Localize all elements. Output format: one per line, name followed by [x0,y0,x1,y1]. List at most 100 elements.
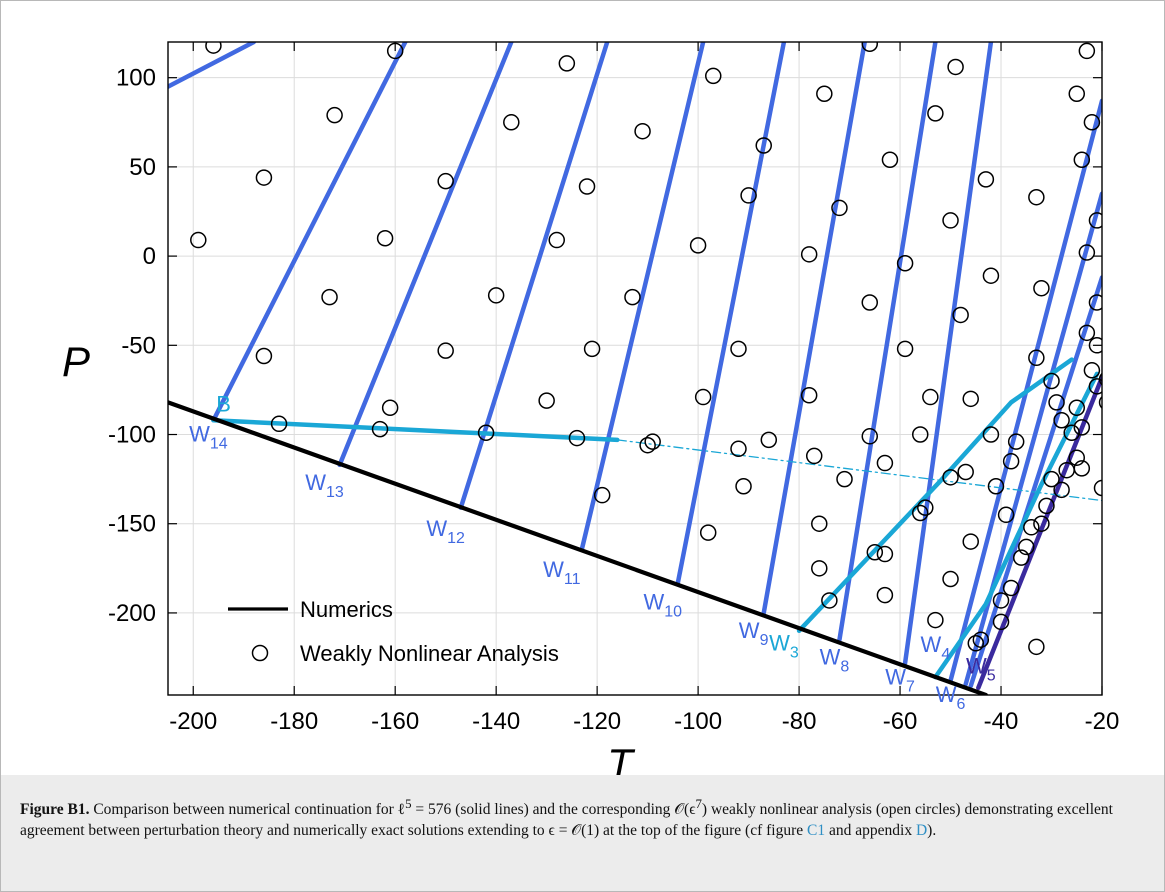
wna-circle [1083,114,1101,131]
caption-ref-appendix[interactable]: D [915,822,928,840]
wna-circle [1028,638,1045,656]
wna-circle [866,544,884,561]
wna-circle [326,106,343,124]
wna-circle [831,199,848,217]
wna-circle [205,42,222,54]
wna-circle [821,592,838,609]
wna-circle [942,570,959,588]
label-B: B [216,391,231,416]
wna-circle [381,399,399,417]
wna-circle [1088,294,1102,311]
wna-circle [1093,479,1102,497]
wna-circle [1068,449,1086,466]
x-tick-label: -120 [573,708,621,735]
wna-circle [927,611,944,629]
legend-wna-label: Weakly Nonlinear Analysis [300,641,559,666]
wna-circle [972,631,990,648]
chart: -200 -180 -160 -140 -120 -100 -80 -60 -40 -20 -200… [62,41,1120,780]
wna-circle [1028,188,1045,206]
wna-circle [987,478,1005,495]
wna-circle [477,424,495,441]
caption-text-3: ) weakly nonlinear analysis (open circle… [20,801,1113,840]
wna-circle [487,287,505,304]
wna-circle [634,122,651,140]
wna-circle [437,342,454,359]
wna-circle [962,533,979,550]
wna-circle [917,499,934,516]
legend-numerics-label: Numerics [300,597,393,622]
wna-circle [800,246,818,263]
wna-circle [982,426,1000,443]
wna-circle [876,545,894,563]
wna-circle [816,85,833,102]
y-tick-label: 50 [129,154,156,181]
caption-text-2: = 576 (solid lines) and the correspondin… [411,801,696,819]
caption-ref-figure[interactable]: C1 [807,822,826,840]
y-tick-label: -200 [108,600,156,627]
wna-circle [730,440,747,458]
wna-circle [962,390,979,408]
wna-circle [760,431,778,449]
wna-circle [922,388,939,406]
wna-circle [1105,340,1120,355]
x-tick-label: -80 [782,708,817,735]
wna-circle [755,137,772,154]
wna-circle [800,387,818,404]
numerics-boundary [168,400,988,695]
caption-label: Figure B1. [20,801,90,819]
wna-circle [1073,151,1091,169]
wna-circle [1012,549,1030,566]
plot-area [168,42,1120,695]
branch-W9 [761,42,867,616]
caption-text-5: ). [927,822,937,840]
wna-circle [876,586,894,604]
label-W8: W8 [820,645,850,676]
x-tick-label: -160 [371,708,419,735]
wna-circle [1033,279,1050,297]
caption-box [1,775,1164,891]
wna-circle [1018,538,1035,556]
wna-circle [992,613,1010,631]
caption-sup-1: 5 [405,796,412,811]
wna-circle [689,237,707,254]
y-tick-label: -50 [121,332,156,359]
wna-circle [1078,244,1096,261]
branch-WX [968,275,1102,689]
label-W9: W9 [739,618,769,649]
x-tick-label: -40 [984,708,1019,735]
wna-circle [911,426,929,443]
wna-circle [1068,85,1086,102]
label-W11: W11 [543,557,580,588]
y-tick-label: -150 [108,511,156,538]
wna-circle [583,340,601,358]
wna-circle [947,58,964,76]
branch-W7 [902,42,994,666]
label-W5: W5 [966,654,996,685]
wna-circle [911,504,929,522]
wna-circle [977,171,995,188]
wna-circle [1088,337,1102,354]
wna-circle [1002,453,1020,470]
wna-circle [644,433,661,450]
wna-circle [376,230,394,247]
legend: Numerics Weakly Nonlinear Analysis [228,597,559,666]
curve-B-dashed [616,439,1102,502]
wna-circle [876,454,894,472]
y-axis-label: P [62,338,90,385]
wna-circle [896,254,914,272]
y-tick-label: 0 [143,243,156,270]
branch-top [168,42,257,89]
wna-circle [861,428,879,445]
y-tick-label: -100 [108,422,156,449]
wna-circle [255,169,273,186]
wna-circle [952,306,969,324]
wna-circle [270,415,288,433]
wna-circle [1068,399,1086,417]
curve-W3 [796,357,1074,634]
axes-box [167,41,1103,696]
wna-circle [437,172,454,190]
wna-circle [1073,419,1091,436]
y-tick-label: 100 [116,65,156,92]
wna-circle [578,178,596,195]
x-tick-label: -180 [270,708,318,735]
